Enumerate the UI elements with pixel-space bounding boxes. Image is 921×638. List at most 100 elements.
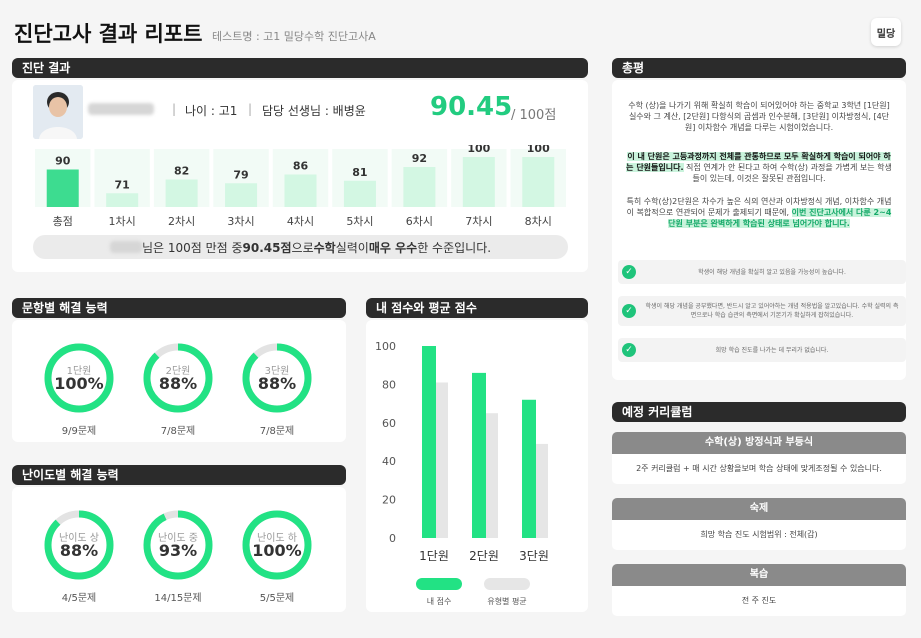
session-bar bbox=[46, 169, 79, 207]
session-category-label: 총점 bbox=[53, 215, 73, 228]
average-bar bbox=[434, 382, 448, 538]
session-value-label: 86 bbox=[293, 160, 309, 173]
review-card bbox=[612, 80, 906, 380]
donut-ring bbox=[143, 343, 213, 413]
my-score-bar bbox=[422, 346, 436, 538]
donut-ability-1: 1단원 100% 9/9문제 bbox=[43, 342, 115, 442]
session-bar bbox=[522, 157, 555, 207]
summary-post: 한 수준입니다. bbox=[417, 240, 492, 255]
review-check-1: ✓ 학생이 해당 개념을 확실히 알고 있음을 가능성이 높습니다. bbox=[618, 260, 906, 284]
curriculum-section-title: 예정 커리큘럼 bbox=[612, 402, 906, 422]
donut-fill bbox=[242, 510, 312, 580]
summary-mid2: 실력이 bbox=[335, 240, 369, 255]
donut-ability-3: 3단원 88% 7/8문제 bbox=[241, 342, 313, 442]
donut-percent: 88% bbox=[59, 541, 99, 560]
total-score: 90.45 bbox=[430, 92, 513, 122]
donut-fill bbox=[44, 510, 114, 580]
student-avatar bbox=[33, 85, 83, 139]
review-check-text: 학생이 해당 개념을 공부했다면, 반드시 알고 있어야하는 개념 적용법을 알… bbox=[645, 303, 899, 319]
summary-score: 90.45점 bbox=[242, 240, 292, 255]
session-score-chart: 90 총점 71 1차시 82 2차시 79 3차시 86 4차시 81 5차시 92 6차시 100 7차시… bbox=[35, 145, 566, 228]
check-icon: ✓ bbox=[622, 343, 636, 357]
session-value-label: 82 bbox=[174, 165, 189, 178]
session-category-label: 5차시 bbox=[346, 215, 373, 228]
session-value-label: 71 bbox=[115, 178, 130, 191]
y-tick-label: 0 bbox=[389, 532, 396, 545]
review-plan-body: 전 주 진도 bbox=[612, 586, 906, 616]
session-bar bbox=[403, 167, 436, 207]
summary-subject: 수학 bbox=[313, 240, 336, 255]
donut-count: 5/5문제 bbox=[259, 593, 295, 604]
donut-fill bbox=[143, 510, 213, 580]
session-category-label: 2차시 bbox=[168, 215, 195, 228]
y-tick-label: 80 bbox=[382, 378, 396, 391]
result-section-title: 진단 결과 bbox=[12, 58, 588, 78]
y-tick-label: 100 bbox=[375, 340, 396, 353]
summary-level: 매우 우수 bbox=[368, 240, 418, 255]
student-age: 나이 : 고1 bbox=[185, 104, 238, 118]
session-bar bbox=[284, 174, 317, 207]
difficulty-section-title: 난이도별 해결 능력 bbox=[12, 465, 346, 485]
donut-name: 3단원 bbox=[264, 366, 290, 377]
divider: | bbox=[172, 102, 177, 116]
review-check-text: 학생이 해당 개념을 확실히 알고 있음을 가능성이 높습니다. bbox=[698, 268, 846, 276]
divider: | bbox=[248, 102, 253, 116]
donut-count: 4/5문제 bbox=[61, 593, 97, 604]
my-score-bar bbox=[522, 399, 536, 538]
session-value-label: 79 bbox=[233, 168, 248, 181]
donut-ring bbox=[242, 343, 312, 413]
review-paragraph-3: 특히 수학(상)2단원은 차수가 높은 식의 연산과 이차방정식 개념, 이차함… bbox=[624, 196, 894, 229]
session-bar bbox=[165, 179, 198, 207]
donut-percent: 88% bbox=[158, 374, 198, 393]
summary-mid1: 으로 bbox=[291, 240, 314, 255]
session-bar bbox=[225, 183, 258, 207]
session-value-label: 92 bbox=[412, 152, 427, 165]
donut-difficulty-2: 난이도 중 93% 14/15문제 bbox=[142, 509, 214, 609]
review-section-title: 총평 bbox=[612, 58, 906, 78]
donut-percent: 93% bbox=[158, 541, 198, 560]
review-paragraph-1: 수학 (상)을 나가기 위해 확실히 학습이 되어있어야 하는 중학교 3학년 … bbox=[628, 101, 890, 132]
donut-ring bbox=[242, 510, 312, 580]
session-value-label: 90 bbox=[55, 155, 71, 168]
legend-label: 유형별 평균 bbox=[487, 596, 526, 606]
donut-difficulty-3: 난이도 하 100% 5/5문제 bbox=[241, 509, 313, 609]
review-p3-rest: 특히 수학(상)2단원은 차수가 높은 식의 연산과 이차방정식 개념, 이차함… bbox=[626, 197, 892, 217]
donut-count: 7/8문제 bbox=[160, 426, 196, 437]
review-p2-rest: 직접 연계가 안 된다고 하여 수학(상) 과정을 가볍게 보는 학생들이 있는… bbox=[683, 163, 892, 183]
review-plan-heading: 복습 bbox=[612, 564, 906, 586]
donut-percent: 100% bbox=[54, 374, 104, 393]
session-bar bbox=[106, 193, 139, 207]
donut-ring bbox=[44, 343, 114, 413]
my-score-bar bbox=[472, 372, 486, 538]
session-category-label: 6차시 bbox=[406, 215, 433, 228]
donut-count: 9/9문제 bbox=[61, 426, 97, 437]
donut-name: 난이도 상 bbox=[59, 533, 99, 544]
brand-logo: 밀당 bbox=[871, 18, 901, 46]
legend-swatch bbox=[484, 578, 530, 590]
legend-label: 내 점수 bbox=[427, 596, 452, 606]
donut-fill bbox=[242, 343, 312, 413]
donut-name: 난이도 중 bbox=[158, 533, 198, 544]
homework-body: 희망 학습 진도 시험범위 : 전체(갑) bbox=[612, 520, 906, 550]
donut-name: 난이도 하 bbox=[257, 533, 297, 544]
session-bar bbox=[343, 180, 376, 207]
donut-fill bbox=[143, 343, 213, 413]
donut-count: 7/8문제 bbox=[259, 426, 295, 437]
donut-count: 14/15문제 bbox=[154, 593, 202, 604]
donut-ability-2: 2단원 88% 7/8문제 bbox=[142, 342, 214, 442]
review-paragraph-2: 이 내 단원은 고등과정까지 전체를 관통하므로 모두 확실하게 학습이 되어야… bbox=[624, 151, 894, 184]
session-category-label: 7차시 bbox=[465, 215, 492, 228]
y-tick-label: 60 bbox=[382, 417, 396, 430]
student-name-blur bbox=[109, 241, 142, 253]
check-icon: ✓ bbox=[622, 304, 636, 318]
score-max: / 100점 bbox=[511, 108, 557, 123]
donut-name: 1단원 bbox=[66, 366, 92, 377]
session-value-label: 100 bbox=[467, 145, 490, 155]
ability-section-title: 문항별 해결 능력 bbox=[12, 298, 346, 318]
chart-section-title: 내 점수와 평균 점수 bbox=[366, 298, 588, 318]
x-category-label: 2단원 bbox=[469, 549, 499, 563]
average-bar bbox=[534, 443, 548, 538]
session-bar bbox=[462, 157, 495, 207]
review-check-3: ✓ 희망 학습 진도를 나가는 데 무리가 없습니다. bbox=[618, 338, 906, 362]
y-tick-label: 40 bbox=[382, 455, 396, 468]
